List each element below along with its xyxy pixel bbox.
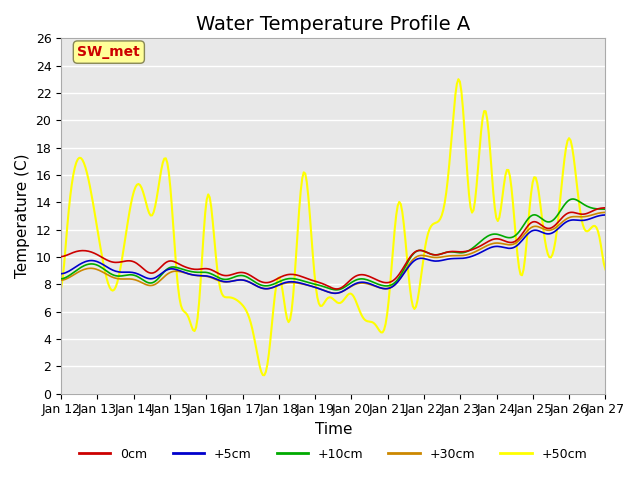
+50cm	[297, 189, 305, 194]
+10cm	[124, 272, 132, 278]
+10cm	[247, 276, 255, 282]
Line: +10cm: +10cm	[61, 199, 605, 290]
+5cm	[573, 217, 580, 223]
+30cm	[602, 209, 609, 215]
0cm	[237, 270, 245, 276]
+5cm	[124, 269, 132, 275]
+50cm	[237, 301, 245, 307]
Text: SW_met: SW_met	[77, 45, 140, 59]
+30cm	[332, 290, 339, 296]
+50cm	[260, 372, 268, 378]
+50cm	[220, 293, 227, 299]
+50cm	[124, 219, 132, 225]
Line: +5cm: +5cm	[61, 215, 605, 293]
+10cm	[58, 276, 65, 282]
+5cm	[295, 280, 303, 286]
0cm	[247, 273, 255, 278]
Y-axis label: Temperature (C): Temperature (C)	[15, 154, 30, 278]
+30cm	[295, 280, 303, 286]
+30cm	[220, 279, 227, 285]
+50cm	[574, 193, 582, 199]
0cm	[333, 286, 341, 292]
+50cm	[247, 320, 255, 325]
+5cm	[58, 271, 65, 276]
+10cm	[568, 196, 576, 202]
+30cm	[573, 214, 580, 219]
Line: 0cm: 0cm	[61, 208, 605, 289]
+5cm	[247, 280, 255, 286]
+50cm	[454, 76, 462, 82]
Legend: 0cm, +5cm, +10cm, +30cm, +50cm: 0cm, +5cm, +10cm, +30cm, +50cm	[74, 443, 593, 466]
+5cm	[332, 290, 339, 296]
+30cm	[237, 277, 245, 283]
0cm	[220, 273, 227, 278]
Title: Water Temperature Profile A: Water Temperature Profile A	[196, 15, 470, 34]
0cm	[295, 273, 303, 278]
0cm	[58, 254, 65, 260]
+30cm	[124, 276, 132, 282]
+10cm	[295, 277, 303, 283]
+5cm	[237, 277, 245, 283]
Line: +50cm: +50cm	[61, 79, 605, 375]
+50cm	[58, 285, 65, 290]
+5cm	[602, 212, 609, 218]
+50cm	[602, 266, 609, 272]
+30cm	[58, 277, 65, 283]
0cm	[573, 210, 580, 216]
X-axis label: Time: Time	[314, 422, 352, 437]
+5cm	[220, 278, 227, 284]
+30cm	[247, 280, 255, 286]
+10cm	[237, 273, 245, 278]
0cm	[124, 258, 132, 264]
+10cm	[332, 287, 339, 293]
+10cm	[602, 206, 609, 212]
+10cm	[574, 198, 582, 204]
+10cm	[220, 276, 227, 282]
Line: +30cm: +30cm	[61, 212, 605, 293]
0cm	[602, 205, 609, 211]
